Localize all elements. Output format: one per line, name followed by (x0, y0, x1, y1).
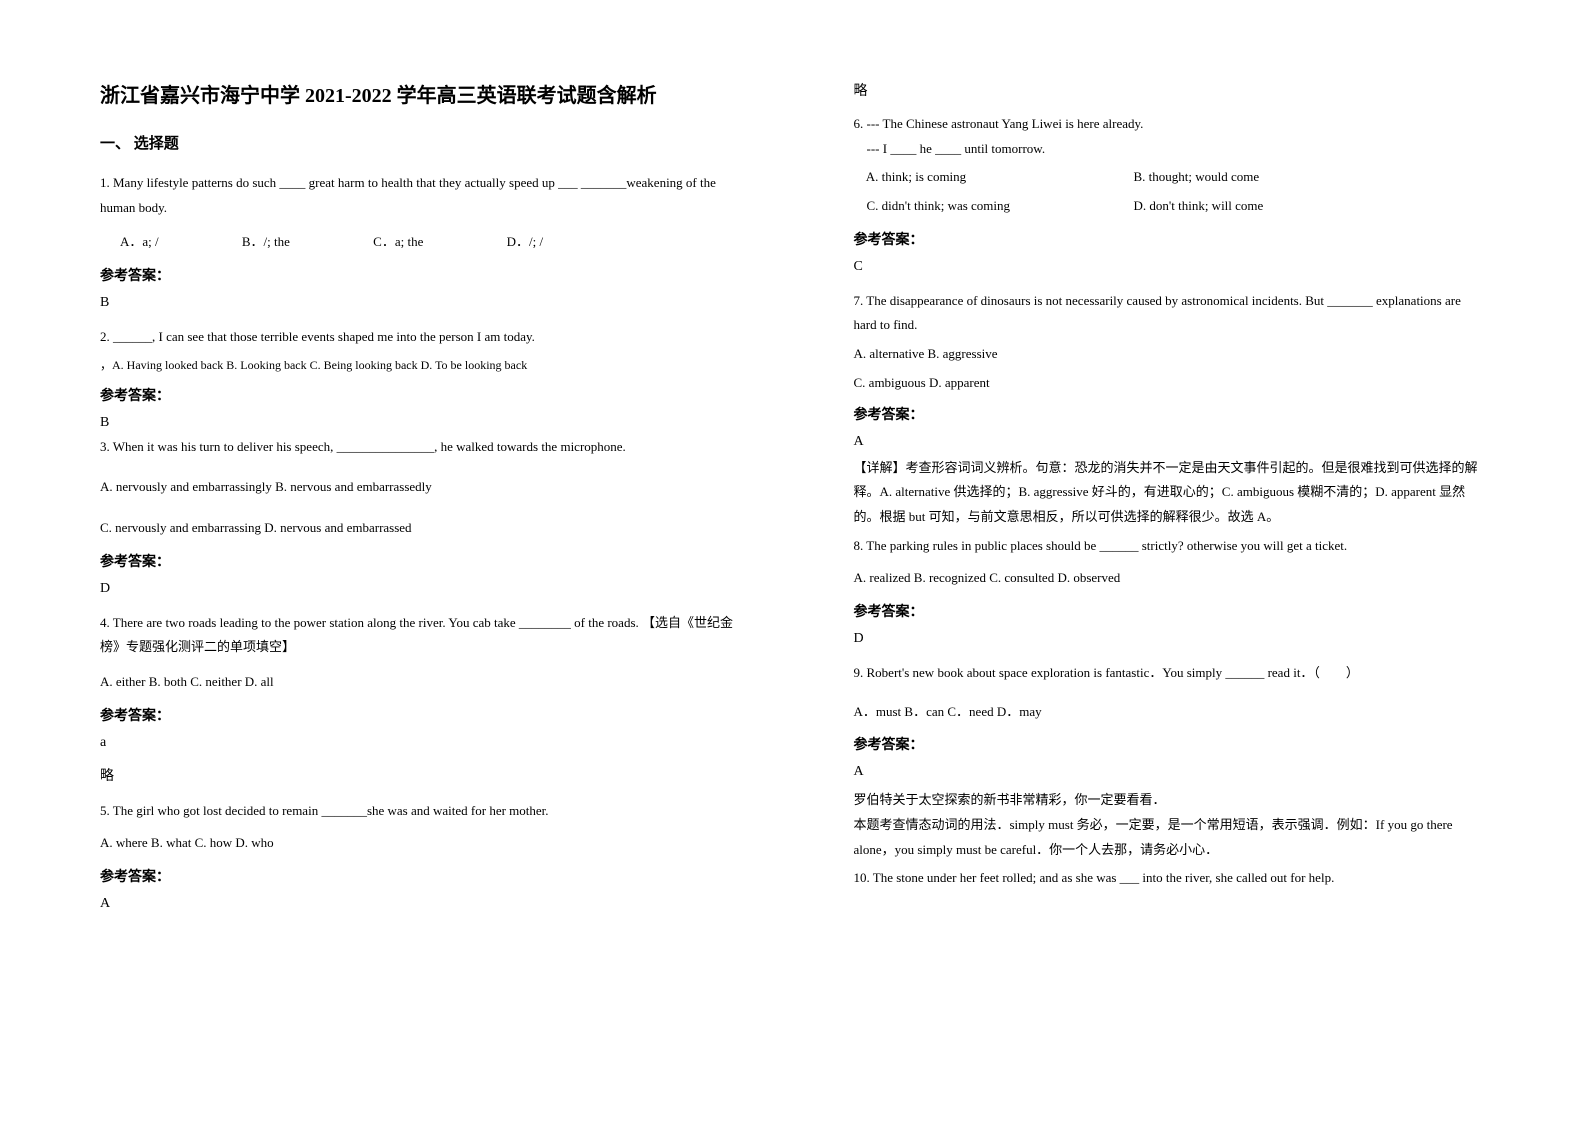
q9-explain1: 罗伯特关于太空探索的新书非常精彩，你一定要看看． (854, 788, 1488, 813)
q6-answer: C (854, 259, 1488, 275)
q4-answer-label: 参考答案： (100, 705, 734, 725)
q3-text: 3. When it was his turn to deliver his s… (100, 435, 734, 460)
question-6: 6. --- The Chinese astronaut Yang Liwei … (854, 112, 1488, 219)
question-2: 2. ______, I can see that those terrible… (100, 325, 734, 376)
q8-options: A. realized B. recognized C. consulted D… (854, 566, 1488, 591)
q8-text: 8. The parking rules in public places sh… (854, 534, 1488, 559)
q1-optD: D．/; / (507, 230, 543, 255)
question-8: 8. The parking rules in public places sh… (854, 534, 1488, 591)
q1-answer: B (100, 295, 734, 311)
q1-optA: A．a; / (120, 230, 159, 255)
q9-answer: A (854, 764, 1488, 780)
question-1: 1. Many lifestyle patterns do such ____ … (100, 171, 734, 255)
q4-extra: 略 (100, 765, 734, 785)
q3-answer: D (100, 581, 734, 597)
q7-optsAB: A. alternative B. aggressive (854, 342, 1488, 367)
q8-answer: D (854, 631, 1488, 647)
q1-answer-label: 参考答案： (100, 265, 734, 285)
q6-answer-label: 参考答案： (854, 229, 1488, 249)
q6-optB: B. thought; would come (1134, 165, 1260, 190)
q2-answer: B (100, 415, 734, 431)
q6-optsCD: C. didn't think; was coming D. don't thi… (854, 194, 1488, 219)
q9-options: A．must B．can C．need D．may (854, 700, 1488, 725)
q9-answer-label: 参考答案： (854, 734, 1488, 754)
q6-optC: C. didn't think; was coming (854, 194, 1134, 219)
q6-optD: D. don't think; will come (1134, 194, 1264, 219)
q1-text: 1. Many lifestyle patterns do such ____ … (100, 171, 734, 220)
q7-optsCD: C. ambiguous D. apparent (854, 371, 1488, 396)
q2-options: ，A. Having looked back B. Looking back C… (100, 354, 734, 377)
left-column: 浙江省嘉兴市海宁中学 2021-2022 学年高三英语联考试题含解析 一、 选择… (0, 0, 794, 1122)
q3-answer-label: 参考答案： (100, 551, 734, 571)
q6-text: 6. --- The Chinese astronaut Yang Liwei … (854, 112, 1488, 137)
q5-extra: 略 (854, 80, 1488, 100)
q4-options: A. either B. both C. neither D. all (100, 670, 734, 695)
question-4: 4. There are two roads leading to the po… (100, 611, 734, 695)
question-5: 5. The girl who got lost decided to rema… (100, 799, 734, 856)
q7-answer-label: 参考答案： (854, 404, 1488, 424)
q5-answer-label: 参考答案： (100, 866, 734, 886)
q1-optB: B．/; the (242, 230, 290, 255)
q7-answer: A (854, 434, 1488, 450)
q4-text: 4. There are two roads leading to the po… (100, 615, 639, 630)
q1-optC: C．a; the (373, 230, 423, 255)
question-9: 9. Robert's new book about space explora… (854, 661, 1488, 724)
q5-text: 5. The girl who got lost decided to rema… (100, 799, 734, 824)
right-column: 略 6. --- The Chinese astronaut Yang Liwe… (794, 0, 1587, 1122)
q8-answer-label: 参考答案： (854, 601, 1488, 621)
q5-answer: A (100, 896, 734, 912)
q2-text: 2. ______, I can see that those terrible… (100, 325, 734, 350)
q4-answer: a (100, 735, 734, 751)
q5-options: A. where B. what C. how D. who (100, 831, 734, 856)
section-header: 一、 选择题 (100, 132, 734, 153)
q6-optA: A. think; is coming (854, 165, 1134, 190)
q7-explain: 【详解】考查形容词词义辨析。句意：恐龙的消失并不一定是由天文事件引起的。但是很难… (854, 456, 1488, 530)
q2-answer-label: 参考答案： (100, 385, 734, 405)
question-3: 3. When it was his turn to deliver his s… (100, 435, 734, 541)
q7-text: 7. The disappearance of dinosaurs is not… (854, 289, 1488, 338)
question-10: 10. The stone under her feet rolled; and… (854, 866, 1488, 891)
q3-optsAB: A. nervously and embarrassingly B. nervo… (100, 475, 734, 500)
question-7: 7. The disappearance of dinosaurs is not… (854, 289, 1488, 396)
q9-text: 9. Robert's new book about space explora… (854, 661, 1488, 686)
q10-text: 10. The stone under her feet rolled; and… (854, 866, 1488, 891)
q9-explain2: 本题考查情态动词的用法．simply must 务必，一定要，是一个常用短语，表… (854, 813, 1488, 862)
q6-line2: --- I ____ he ____ until tomorrow. (854, 137, 1488, 162)
q6-optsAB: A. think; is coming B. thought; would co… (854, 165, 1488, 190)
q3-optsCD: C. nervously and embarrassing D. nervous… (100, 516, 734, 541)
exam-title: 浙江省嘉兴市海宁中学 2021-2022 学年高三英语联考试题含解析 (100, 80, 734, 112)
q1-options: A．a; / B．/; the C．a; the D．/; / (100, 230, 734, 255)
